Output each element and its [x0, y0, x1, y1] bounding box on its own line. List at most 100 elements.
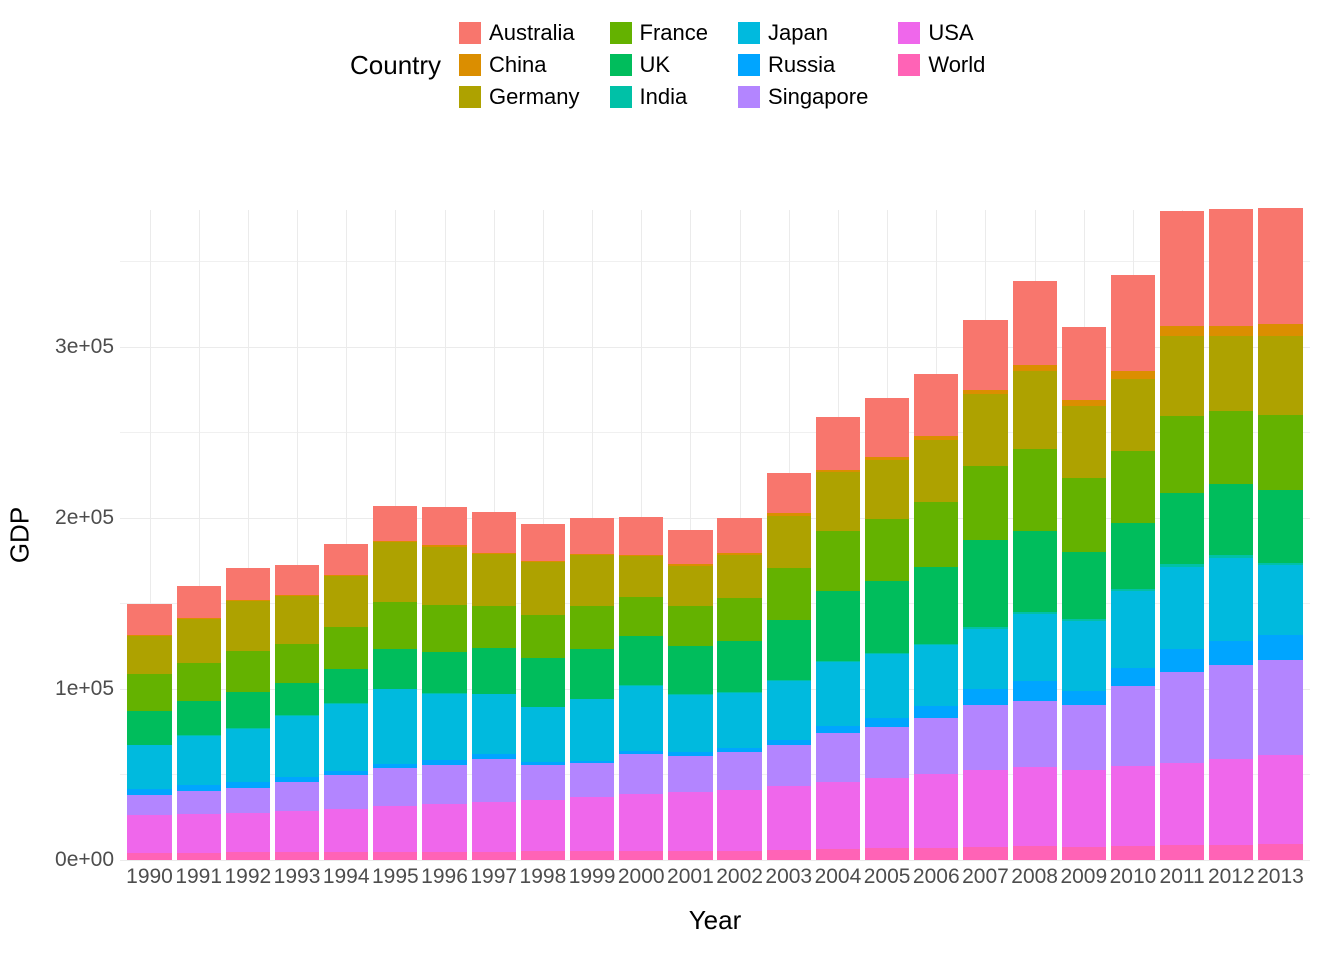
bar-segment-france — [619, 597, 663, 637]
bar-segment-france — [422, 605, 466, 652]
bar-2001 — [668, 530, 712, 860]
x-tick-label: 1999 — [569, 865, 616, 889]
y-tick-label: 1e+05 — [55, 677, 114, 701]
legend-item-japan: Japan — [738, 20, 868, 46]
bar-segment-world — [1209, 845, 1253, 860]
bar-segment-australia — [865, 398, 909, 456]
bar-segment-france — [1209, 411, 1253, 484]
bar-1998 — [521, 524, 565, 860]
x-tick-label: 1995 — [372, 865, 419, 889]
bar-segment-usa — [668, 792, 712, 851]
bar-segment-usa — [1013, 767, 1057, 846]
bar-2009 — [1062, 327, 1106, 860]
legend-item-china: China — [459, 52, 579, 78]
bar-2002 — [717, 518, 761, 860]
chart-container: Country AustraliaChinaGermanyFranceUKInd… — [0, 0, 1344, 960]
bar-segment-russia — [1209, 641, 1253, 665]
bar-segment-world — [472, 852, 516, 860]
x-tick-label: 2011 — [1160, 865, 1205, 889]
bar-segment-world — [717, 851, 761, 860]
bar-segment-japan — [1062, 621, 1106, 691]
bar-segment-china — [1160, 326, 1204, 335]
bar-segment-germany — [472, 554, 516, 606]
legend-swatch — [738, 22, 760, 44]
bar-segment-uk — [914, 567, 958, 643]
bar-segment-uk — [472, 648, 516, 694]
bar-segment-singapore — [1209, 665, 1253, 759]
bar-segment-uk — [521, 658, 565, 706]
x-tick-label: 2006 — [913, 865, 960, 889]
bar-segment-world — [865, 848, 909, 860]
bar-segment-world — [127, 853, 171, 860]
legend-swatch — [738, 86, 760, 108]
bar-segment-singapore — [1111, 686, 1155, 766]
bar-segment-singapore — [668, 756, 712, 792]
bar-segment-germany — [127, 636, 171, 674]
x-tick-label: 1992 — [224, 865, 271, 889]
bar-segment-germany — [324, 576, 368, 628]
bar-1992 — [226, 568, 270, 860]
bar-segment-singapore — [472, 759, 516, 802]
bar-segment-australia — [1209, 209, 1253, 325]
bar-segment-singapore — [914, 718, 958, 774]
bar-1993 — [275, 565, 319, 860]
bar-segment-singapore — [963, 705, 1007, 770]
bar-segment-uk — [963, 540, 1007, 627]
bar-segment-singapore — [816, 733, 860, 782]
bar-segment-france — [472, 606, 516, 648]
legend-label: USA — [928, 20, 973, 46]
bar-1994 — [324, 544, 368, 860]
bar-segment-france — [717, 598, 761, 641]
bar-segment-usa — [472, 802, 516, 852]
legend-swatch — [459, 22, 481, 44]
y-tick-label: 0e+00 — [55, 848, 114, 872]
bar-segment-usa — [422, 804, 466, 852]
x-tick-label: 1993 — [274, 865, 321, 889]
bar-segment-france — [1160, 416, 1204, 494]
bar-segment-world — [1111, 846, 1155, 860]
bar-segment-uk — [226, 692, 270, 728]
bar-segment-usa — [177, 814, 221, 852]
bar-segment-japan — [767, 681, 811, 741]
bar-segment-world — [570, 851, 614, 860]
plot-area — [120, 210, 1310, 860]
bar-segment-usa — [324, 809, 368, 853]
bar-segment-usa — [275, 811, 319, 852]
bar-segment-australia — [324, 544, 368, 575]
y-tick-label: 3e+05 — [55, 335, 114, 359]
legend-item-france: France — [610, 20, 708, 46]
legend-item-australia: Australia — [459, 20, 579, 46]
x-tick-label: 2003 — [765, 865, 812, 889]
bar-1990 — [127, 604, 171, 860]
bar-segment-uk — [717, 641, 761, 693]
bar-segment-japan — [865, 654, 909, 718]
bar-segment-usa — [865, 778, 909, 848]
bar-segment-world — [177, 853, 221, 860]
bar-segment-japan — [226, 729, 270, 783]
bar-segment-singapore — [1013, 701, 1057, 768]
legend-item-usa: USA — [898, 20, 985, 46]
legend-swatch — [610, 22, 632, 44]
bar-segment-france — [1258, 415, 1302, 490]
bar-segment-germany — [1258, 336, 1302, 415]
bar-segment-australia — [1062, 327, 1106, 400]
bar-segment-australia — [668, 530, 712, 564]
bar-segment-germany — [963, 394, 1007, 466]
bar-segment-singapore — [275, 782, 319, 811]
legend-label: China — [489, 52, 546, 78]
bar-segment-germany — [422, 547, 466, 605]
bar-segment-usa — [914, 774, 958, 848]
bar-segment-china — [1209, 326, 1253, 336]
bar-2011 — [1160, 211, 1204, 860]
bar-segment-germany — [521, 562, 565, 614]
bar-segment-japan — [963, 629, 1007, 689]
bar-segment-france — [1062, 478, 1106, 553]
legend-swatch — [610, 86, 632, 108]
bar-segment-japan — [717, 693, 761, 748]
x-tick-label: 2005 — [864, 865, 911, 889]
bar-1996 — [422, 507, 466, 860]
bar-2010 — [1111, 275, 1155, 860]
bar-2008 — [1013, 281, 1057, 860]
bar-segment-singapore — [1062, 705, 1106, 770]
x-tick-label: 2013 — [1257, 865, 1304, 889]
